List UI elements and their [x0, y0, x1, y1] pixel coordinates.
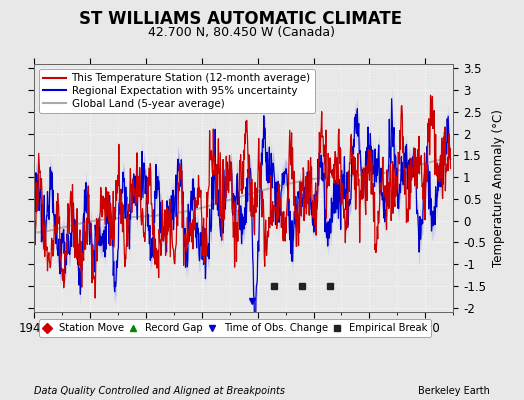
- Text: Berkeley Earth: Berkeley Earth: [418, 386, 490, 396]
- Text: 42.700 N, 80.450 W (Canada): 42.700 N, 80.450 W (Canada): [148, 26, 334, 39]
- Text: ST WILLIAMS AUTOMATIC CLIMATE: ST WILLIAMS AUTOMATIC CLIMATE: [80, 10, 402, 28]
- Y-axis label: Temperature Anomaly (°C): Temperature Anomaly (°C): [492, 109, 505, 267]
- Text: Data Quality Controlled and Aligned at Breakpoints: Data Quality Controlled and Aligned at B…: [34, 386, 285, 396]
- Legend: Station Move, Record Gap, Time of Obs. Change, Empirical Break: Station Move, Record Gap, Time of Obs. C…: [39, 320, 431, 338]
